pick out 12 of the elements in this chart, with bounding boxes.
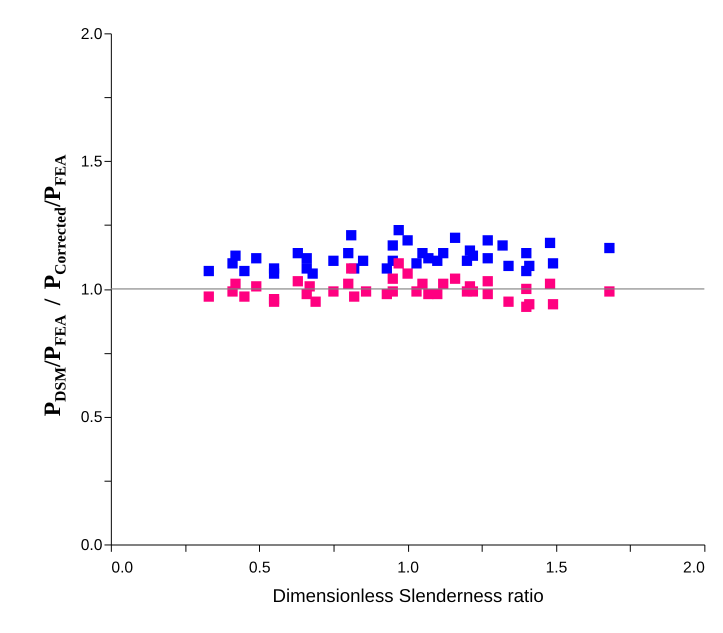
x-tick-label: 1.5	[546, 559, 568, 576]
text: PDSM/PFEA / PCorrected/PFEA	[40, 154, 70, 416]
y-tick-label: 0.0	[80, 536, 103, 554]
y-tick-label: 1.5	[80, 154, 103, 171]
y-tick-label: 0.5	[80, 409, 103, 426]
x-tick-label: 1.0	[397, 559, 420, 576]
x-tick-label: 2.0	[683, 559, 706, 576]
y-tick-label: 2.0	[80, 26, 103, 43]
x-tick-label: 0.0	[111, 559, 134, 576]
x-axis-title: Dimensionless Slenderness ratio	[272, 584, 544, 606]
x-tick-label: 0.5	[248, 559, 271, 576]
y-tick-label: 1.0	[80, 281, 103, 298]
